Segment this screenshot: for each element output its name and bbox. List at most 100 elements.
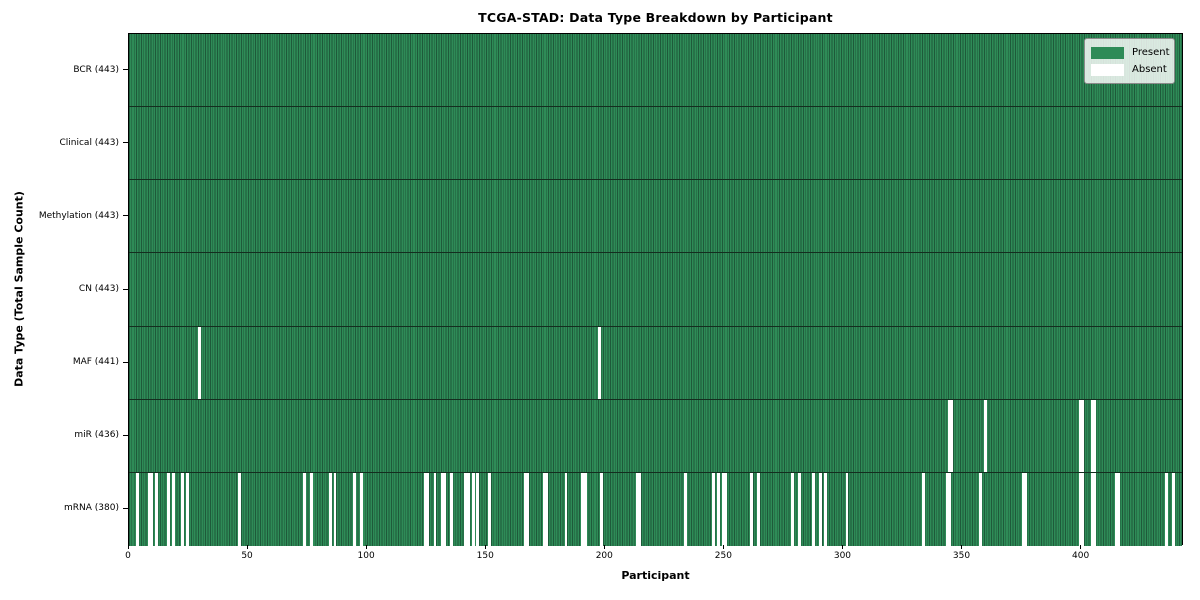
x-tick-mark (127, 545, 129, 549)
absent-stripe (983, 399, 987, 472)
absent-stripe (488, 472, 492, 546)
absent-stripe (581, 472, 585, 546)
x-tick-mark (961, 545, 963, 549)
absent-stripe (790, 472, 794, 546)
absent-stripe (424, 472, 427, 546)
absent-stripe (721, 472, 725, 546)
x-tick-mark (722, 545, 724, 549)
absent-stripe (471, 472, 475, 546)
absent-stripe (1081, 472, 1085, 546)
absent-stripe (635, 472, 639, 546)
absent-stripe (450, 472, 454, 546)
x-tick-mark (841, 545, 843, 549)
absent-stripe (147, 472, 151, 546)
heatmap-row-mir (129, 399, 1182, 473)
absent-stripe (757, 472, 761, 546)
y-tick-label-clinical: Clinical (443) (59, 137, 119, 148)
legend-item-present: Present (1091, 44, 1170, 61)
absent-stripe (597, 326, 601, 399)
absent-stripe (947, 399, 951, 472)
x-tick-label: 50 (241, 551, 253, 561)
y-tick-mark (123, 69, 128, 71)
x-tick-label: 0 (125, 551, 131, 561)
x-tick-mark (365, 545, 367, 549)
absent-stripe (181, 472, 185, 546)
absent-stripe (1090, 472, 1094, 546)
legend-item-absent: Absent (1091, 61, 1167, 78)
absent-stripe (638, 472, 642, 546)
absent-stripe (171, 472, 175, 546)
absent-stripe (712, 472, 716, 546)
absent-stripe (716, 472, 720, 546)
absent-stripe (352, 472, 356, 546)
absent-stripe (1024, 472, 1028, 546)
y-tick-mark (123, 142, 128, 144)
absent-stripe (135, 472, 139, 546)
x-tick-label: 350 (952, 551, 971, 561)
absent-stripe (921, 472, 925, 546)
absent-stripe (683, 472, 687, 546)
y-tick-label-mir: miR (436) (74, 430, 119, 441)
absent-stripe (464, 472, 468, 546)
absent-stripe (845, 472, 849, 546)
heatmap-row-bcr (129, 34, 1182, 108)
absent-stripe (426, 472, 430, 546)
y-tick-mark (123, 507, 128, 509)
absent-stripe (302, 472, 306, 546)
absent-stripe (819, 472, 823, 546)
absent-stripe (950, 399, 954, 472)
absent-stripe (1093, 472, 1097, 546)
x-tick-mark (246, 545, 248, 549)
x-tick-label: 150 (476, 551, 494, 561)
y-tick-label-maf: MAF (441) (72, 357, 119, 368)
absent-stripe (476, 472, 480, 546)
absent-stripe (197, 326, 201, 399)
absent-stripe (440, 472, 444, 546)
x-tick-mark (603, 545, 605, 549)
y-tick-mark (123, 361, 128, 363)
absent-stripe (333, 472, 337, 546)
x-axis-label: Participant (621, 569, 690, 582)
absent-stripe (1117, 472, 1120, 546)
absent-stripe (526, 472, 530, 546)
absent-stripe (1093, 399, 1097, 472)
absent-stripe (978, 472, 982, 546)
absent-stripe (359, 472, 363, 546)
y-tick-label-cn: CN (443) (78, 284, 119, 294)
absent-stripe (564, 472, 568, 546)
heatmap-row-clinical (129, 107, 1182, 181)
absent-stripe (185, 472, 189, 546)
heatmap-row-methylation (129, 180, 1182, 254)
heatmap-row-maf (129, 326, 1182, 400)
absent-stripe (433, 472, 437, 546)
legend-label-absent: Absent (1132, 63, 1167, 75)
x-tick-mark (484, 545, 486, 549)
absent-stripe (1078, 472, 1082, 546)
chart-title: TCGA-STAD: Data Type Breakdown by Partic… (478, 10, 833, 25)
absent-stripe (166, 472, 170, 546)
absent-stripe (724, 472, 728, 546)
x-tick-label: 100 (357, 551, 375, 561)
absent-stripe (750, 472, 754, 546)
absent-stripe (328, 472, 332, 546)
x-tick-label: 300 (833, 551, 852, 561)
x-tick-label: 400 (1072, 551, 1090, 561)
absent-stripe (1078, 399, 1082, 472)
absent-stripe (583, 472, 587, 546)
absent-swatch-icon (1091, 63, 1124, 76)
absent-stripe (543, 472, 547, 546)
y-tick-mark (123, 434, 128, 436)
heatmap-row-cn (129, 253, 1182, 327)
y-tick-label-bcr: BCR (443) (73, 64, 119, 75)
y-tick-label-mrna: mRNA (380) (64, 503, 119, 514)
x-tick-label: 250 (714, 551, 732, 561)
absent-stripe (797, 472, 801, 546)
y-tick-label-methylation: Methylation (443) (38, 210, 119, 221)
absent-stripe (600, 472, 604, 546)
y-tick-mark (123, 215, 128, 217)
absent-stripe (824, 472, 828, 546)
legend-label-present: Present (1132, 46, 1170, 58)
plot-area (128, 33, 1183, 546)
x-tick-mark (1080, 545, 1082, 549)
